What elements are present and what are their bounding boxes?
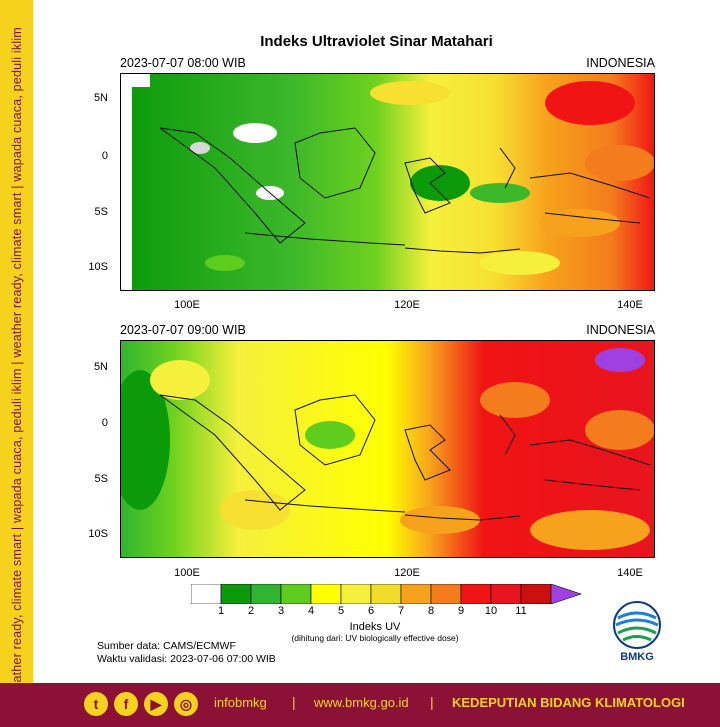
side-band-slogan: weather ready, climate smart | wapada cu… xyxy=(10,27,24,699)
footer-url[interactable]: www.bmkg.go.id xyxy=(314,695,409,710)
panel2-region: INDONESIA xyxy=(586,323,655,337)
panel1-lat-5s: 5S xyxy=(94,206,108,218)
facebook-icon[interactable]: f xyxy=(114,692,138,716)
colorbar-segment xyxy=(370,584,402,604)
panel1-lat-5n: 5N xyxy=(93,92,108,104)
panel1-lon-120e: 120E xyxy=(394,299,420,311)
colorbar-segment xyxy=(310,584,342,604)
panel2-lon-140e: 140E xyxy=(617,567,643,579)
colorbar-tick-label: 3 xyxy=(277,605,285,617)
footer-org: KEDEPUTIAN BIDANG KLIMATOLOGI xyxy=(452,695,685,710)
validation-time: Waktu validasi: 2023-07-06 07:00 WIB xyxy=(97,653,276,665)
panel2-lat-5n: 5N xyxy=(93,361,108,373)
colorbar-segment xyxy=(490,584,522,604)
colorbar-segment xyxy=(220,584,252,604)
panel1-lon-100e: 100E xyxy=(174,299,200,311)
panel2-lon-120e: 120E xyxy=(394,567,420,579)
colorbar-tick-label: 11 xyxy=(515,605,527,617)
colorbar-tick-label: 9 xyxy=(457,605,465,617)
panel1-lat-10s: 10S xyxy=(88,261,108,273)
uv-colorbar xyxy=(191,584,582,604)
colorbar-arrow xyxy=(550,584,582,604)
source-data: Sumber data: CAMS/ECMWF xyxy=(97,640,236,652)
bmkg-logo-icon xyxy=(613,601,661,649)
panel2-lat-0: 0 xyxy=(101,417,108,429)
colorbar-tick-label: 10 xyxy=(484,605,498,617)
colorbar-tick-label: 6 xyxy=(367,605,375,617)
uv-map-panel-1 xyxy=(120,73,655,291)
colorbar-segment xyxy=(250,584,282,604)
side-band: weather ready, climate smart | wapada cu… xyxy=(0,0,33,727)
footer-handle[interactable]: infobmkg xyxy=(214,695,267,710)
twitter-icon[interactable]: t xyxy=(84,692,108,716)
bmkg-logo-text: BMKG xyxy=(620,651,654,663)
panel1-lat-0: 0 xyxy=(101,150,108,162)
footer-separator-1: | xyxy=(292,694,296,710)
panel1-date: 2023-07-07 08:00 WIB xyxy=(120,56,246,70)
colorbar-segment xyxy=(280,584,312,604)
page-title: Indeks Ultraviolet Sinar Matahari xyxy=(260,33,493,50)
colorbar-note: (dihitung dari: UV biologically effectiv… xyxy=(291,633,459,643)
colorbar-tick-label: 7 xyxy=(397,605,405,617)
colorbar-tick-label: 8 xyxy=(427,605,435,617)
colorbar-tick-label: 5 xyxy=(337,605,345,617)
panel2-date: 2023-07-07 09:00 WIB xyxy=(120,323,246,337)
colorbar-segment xyxy=(460,584,492,604)
colorbar-title: Indeks UV xyxy=(349,621,401,633)
uv-map-panel-2 xyxy=(120,340,655,558)
colorbar-segment xyxy=(191,584,222,604)
panel2-lon-100e: 100E xyxy=(174,567,200,579)
panel1-lon-140e: 140E xyxy=(617,299,643,311)
colorbar-tick-label: 1 xyxy=(217,605,225,617)
panel2-lat-10s: 10S xyxy=(88,528,108,540)
instagram-icon[interactable]: ◎ xyxy=(174,692,198,716)
youtube-icon[interactable]: ▶ xyxy=(144,692,168,716)
colorbar-tick-label: 2 xyxy=(247,605,255,617)
colorbar-segment xyxy=(340,584,372,604)
colorbar-segment xyxy=(400,584,432,604)
colorbar-segment xyxy=(520,584,552,604)
colorbar-segment xyxy=(430,584,462,604)
panel1-region: INDONESIA xyxy=(586,56,655,70)
footer-separator-2: | xyxy=(430,694,434,710)
panel2-lat-5s: 5S xyxy=(94,473,108,485)
colorbar-tick-label: 4 xyxy=(307,605,315,617)
